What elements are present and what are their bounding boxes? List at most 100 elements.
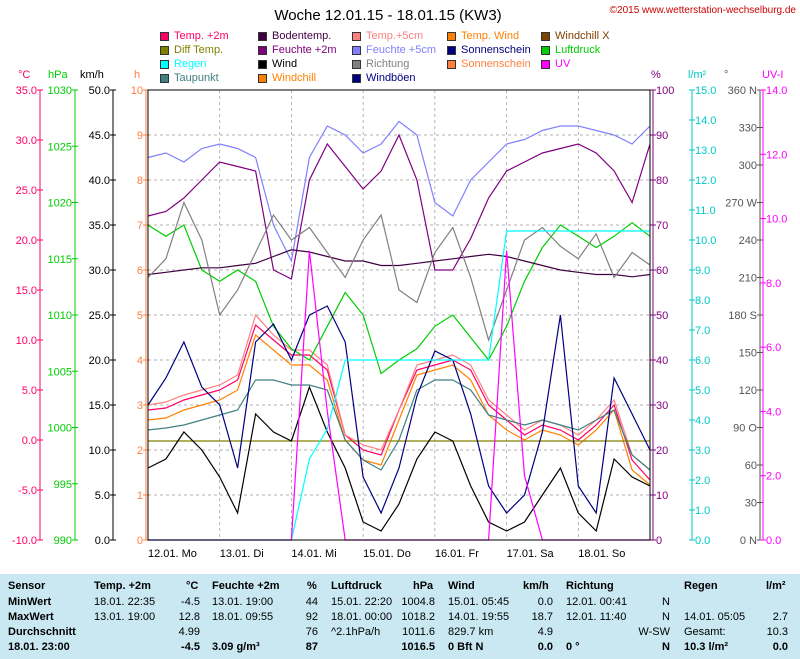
- legend-item: Feuchte +2m: [258, 44, 337, 56]
- hours-tick-label: 9: [137, 130, 143, 142]
- unit-celsius: °C: [18, 69, 30, 81]
- th-humidity: Feuchte +2m: [212, 580, 280, 592]
- hours-tick-label: 6: [137, 265, 143, 277]
- rain-tick-label: 12.0: [695, 175, 716, 187]
- legend-item: Wind: [258, 58, 297, 70]
- direction-tick-label: 240: [739, 235, 757, 247]
- hours-tick-label: 0: [137, 535, 143, 547]
- cell-dir-v: N: [662, 641, 670, 653]
- legend-label: Taupunkt: [174, 72, 219, 84]
- th-rain: Regen: [684, 580, 718, 592]
- hpa-tick-label: 1005: [48, 366, 72, 378]
- legend-label: Windchill: [272, 72, 317, 84]
- legend-label: Temp. +2m: [174, 30, 229, 42]
- x-tick-label: 14.01. Mi: [291, 548, 336, 560]
- kmh-tick-label: 10.0: [89, 445, 110, 457]
- legend-item: Temp.+5cm: [352, 30, 423, 42]
- rain-tick-label: 7.0: [695, 325, 710, 337]
- legend-item: Sonnenschein: [447, 58, 531, 70]
- cell-pres-v: 1011.6: [402, 626, 435, 638]
- legend-item: Richtung: [352, 58, 409, 70]
- th-temp-unit: °C: [186, 580, 199, 592]
- cell-dir-t: 0 °: [566, 641, 580, 653]
- cell-dir-t: 12.01. 00:41: [566, 596, 628, 608]
- kmh-tick-label: 40.0: [89, 175, 110, 187]
- celsius-tick-label: -5.0: [18, 485, 37, 497]
- uv-tick-label: 6.0: [766, 342, 781, 354]
- cell-hum-t: 18.01. 09:55: [212, 611, 274, 623]
- legend-label: Windchill X: [555, 30, 610, 42]
- hpa-tick-label: 1030: [48, 85, 72, 97]
- hpa-tick-label: 1010: [48, 310, 72, 322]
- hours-tick-label: 4: [137, 355, 143, 367]
- legend-swatch: [160, 45, 169, 55]
- hours-tick-label: 7: [137, 220, 143, 232]
- percent-tick-label: 30: [656, 400, 668, 412]
- x-tick-label: 16.01. Fr: [435, 548, 479, 560]
- th-temp: Temp. +2m: [94, 580, 151, 592]
- percent-tick-label: 80: [656, 175, 668, 187]
- legend-item: UV: [541, 58, 570, 70]
- celsius-tick-label: 15.0: [16, 285, 37, 297]
- uv-tick-label: 14.0: [766, 85, 787, 97]
- hpa-tick-label: 995: [54, 479, 72, 491]
- direction-tick-label: 0 N: [740, 535, 757, 547]
- rain-tick-label: 13.0: [695, 145, 716, 157]
- x-tick-label: 15.01. Do: [363, 548, 411, 560]
- cell-rain-v: 2.7: [772, 611, 788, 623]
- hours-tick-label: 5: [137, 310, 143, 322]
- direction-tick-label: 90 O: [733, 423, 757, 435]
- rain-tick-label: 1.0: [695, 505, 710, 517]
- cell-rain-t: 14.01. 05:05: [684, 611, 746, 623]
- celsius-tick-label: -10.0: [12, 535, 37, 547]
- th-humidity-unit: %: [307, 580, 317, 592]
- rain-tick-label: 15.0: [695, 85, 716, 97]
- unit-kmh: km/h: [80, 69, 104, 81]
- legend-swatch: [258, 31, 267, 41]
- series-bodentemp-line: [147, 249, 651, 278]
- direction-tick-label: 150: [739, 348, 757, 360]
- hours-tick-label: 8: [137, 175, 143, 187]
- legend-item: Diff Temp.: [160, 44, 223, 56]
- series-feuchte-5cm-line: [147, 120, 651, 263]
- kmh-tick-label: 50.0: [89, 85, 110, 97]
- kmh-tick-label: 15.0: [89, 400, 110, 412]
- kmh-tick-label: 45.0: [89, 130, 110, 142]
- kmh-tick-label: 20.0: [89, 355, 110, 367]
- cell-dir-v: W-SW: [638, 626, 670, 638]
- percent-tick-label: 10: [656, 490, 668, 502]
- cell-wind-t: 14.01. 19:55: [448, 611, 510, 623]
- legend-label: Feuchte +5cm: [366, 44, 437, 56]
- rain-tick-label: 3.0: [695, 445, 710, 457]
- percent-tick-label: 20: [656, 445, 668, 457]
- series-wind-line: [147, 385, 651, 533]
- cell-hum-t: 3.09 g/m³: [212, 641, 260, 653]
- direction-tick-label: 270 W: [725, 198, 757, 210]
- percent-tick-label: 40: [656, 355, 668, 367]
- cell-wind-v: 4.9: [537, 626, 553, 638]
- percent-tick-label: 100: [656, 85, 674, 97]
- percent-tick-label: 90: [656, 130, 668, 142]
- legend-item: Sonnenschein: [447, 44, 531, 56]
- legend-label: Sonnenschein: [461, 58, 531, 70]
- unit-hpa: hPa: [48, 69, 68, 81]
- direction-tick-label: 180 S: [728, 310, 757, 322]
- cell-temp-v: -4.5: [181, 596, 200, 608]
- cell-temp-v: 12.8: [178, 611, 200, 623]
- cell-rain-v: 10.3: [766, 626, 788, 638]
- percent-tick-label: 70: [656, 220, 668, 232]
- legend-swatch: [160, 31, 169, 41]
- kmh-tick-label: 25.0: [89, 310, 110, 322]
- cell-hum-v: 92: [305, 611, 318, 623]
- legend-swatch: [258, 45, 267, 55]
- cell-label: Durchschnitt: [8, 626, 76, 638]
- uv-tick-label: 10.0: [766, 214, 787, 226]
- legend-label: Bodentemp.: [272, 30, 332, 42]
- series-feuchte-2m-line: [147, 133, 651, 280]
- uv-tick-label: 12.0: [766, 149, 787, 161]
- legend-label: Windböen: [366, 72, 416, 84]
- x-tick-label: 13.01. Di: [220, 548, 264, 560]
- celsius-tick-label: 0.0: [22, 435, 37, 447]
- copyright-text: ©2015 www.wetterstation-wechselburg.de: [610, 5, 797, 16]
- percent-tick-label: 0: [656, 535, 662, 547]
